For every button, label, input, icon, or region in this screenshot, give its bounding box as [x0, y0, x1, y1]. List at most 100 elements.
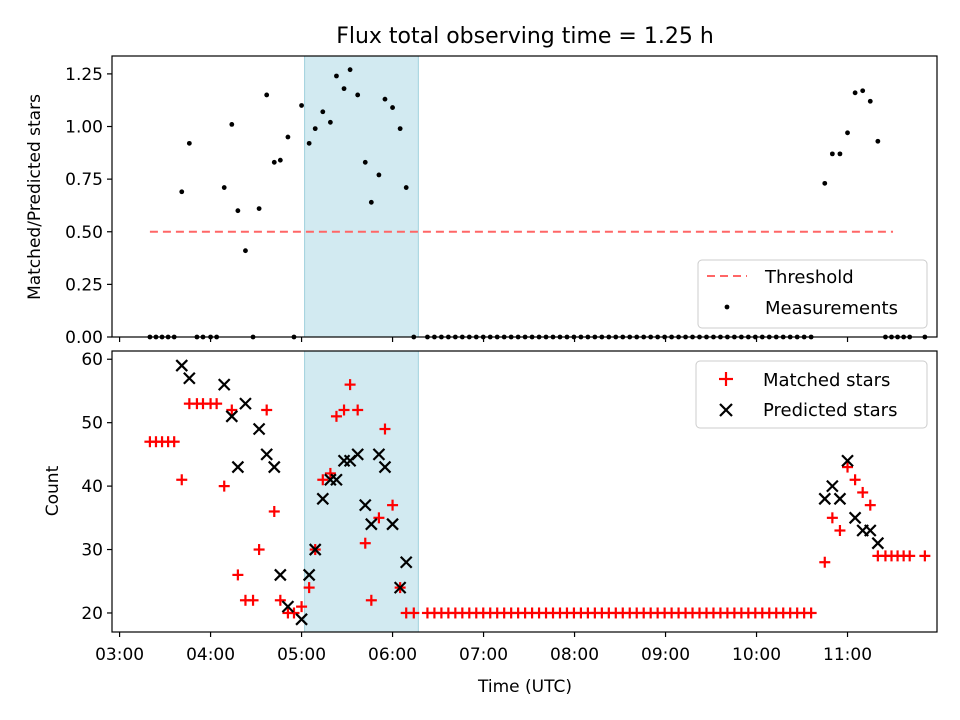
x-tick-label: 11:00	[823, 645, 872, 665]
x-axis-label: Time (UTC)	[477, 677, 572, 697]
y-tick-label: 0.75	[65, 170, 103, 190]
predicted-star-marker	[330, 473, 343, 487]
measurement-point	[221, 185, 227, 190]
top-y-label: Matched/Predicted stars	[25, 94, 45, 300]
predicted-star-marker	[841, 454, 854, 468]
predicted-star-marker	[274, 568, 287, 582]
predicted-star-marker	[365, 517, 378, 531]
measurement-point	[875, 138, 881, 144]
matched-star-marker	[232, 569, 244, 581]
predicted-star-marker	[267, 460, 281, 474]
predicted-star-marker	[818, 492, 832, 506]
measurement-point	[845, 130, 850, 136]
matched-star-marker	[176, 474, 188, 486]
legend-predicted-swatch	[719, 403, 733, 417]
x-tick-label: 07:00	[459, 645, 508, 665]
measurement-point	[822, 180, 828, 186]
predicted-star-marker	[863, 524, 877, 537]
matched-star-marker	[826, 512, 838, 524]
measurement-point	[837, 151, 843, 157]
bottom-y-label: Count	[43, 465, 63, 516]
bottom-markers-layer	[144, 359, 931, 626]
measurement-point	[235, 208, 241, 214]
measurement-point	[306, 140, 312, 146]
predicted-star-marker	[358, 498, 372, 512]
matched-star-marker	[373, 512, 385, 524]
predicted-star-marker	[225, 410, 239, 423]
measurement-point	[299, 103, 304, 108]
y-tick-label: 30	[81, 541, 103, 561]
y-tick-label: 0.50	[65, 223, 103, 243]
bottom-legend-box	[695, 360, 928, 429]
predicted-star-marker	[372, 448, 386, 461]
y-tick-label: 40	[81, 477, 103, 497]
predicted-star-marker	[281, 600, 295, 613]
observing-window-band	[304, 55, 419, 338]
matched-star-marker	[857, 486, 869, 498]
predicted-star-marker	[295, 613, 308, 626]
legend-matched-swatch	[719, 372, 733, 386]
top-x-ticks	[118, 337, 849, 342]
predicted-star-marker	[231, 460, 245, 474]
bottom-axes-frame	[111, 350, 938, 633]
bottom-y-ticks: 20 30 40 50 60	[81, 350, 112, 624]
matched-star-marker	[359, 537, 371, 549]
measurement-point	[390, 105, 395, 110]
x-tick-label: 05:00	[277, 645, 326, 665]
x-tick-label: 03:00	[95, 645, 144, 665]
measurement-point	[285, 134, 291, 140]
matched-star-marker	[324, 467, 336, 479]
predicted-star-marker	[183, 371, 196, 385]
predicted-star-marker	[260, 448, 273, 461]
matched-star-marker	[352, 404, 364, 416]
bottom-x-ticks: 03:00 04:00 05:00 06:00 07:00 08:00 09:00 10:00…	[95, 632, 872, 665]
predicted-star-marker	[252, 422, 266, 436]
matched-star-marker	[834, 525, 846, 537]
predicted-star-marker	[386, 517, 399, 531]
x-tick-label: 08:00	[550, 645, 599, 665]
legend-threshold-label: Threshold	[764, 267, 854, 288]
measurement-point	[829, 151, 835, 157]
matched-star-marker	[408, 607, 420, 619]
legend-measurements-label: Measurements	[765, 298, 898, 319]
top-observing-window	[304, 55, 419, 338]
matched-star-marker	[211, 398, 223, 410]
legend-matched-label: Matched stars	[763, 370, 890, 391]
measurement-point	[368, 199, 374, 205]
x-tick-label: 09:00	[641, 645, 690, 665]
measurement-point	[277, 157, 283, 163]
x-tick-label: 06:00	[368, 645, 417, 665]
matched-star-marker	[247, 594, 259, 606]
predicted-star-marker	[826, 479, 839, 493]
matched-star-marker	[317, 474, 329, 486]
measurement-point	[243, 248, 248, 254]
measurement-point	[264, 92, 270, 98]
matched-star-marker	[849, 474, 861, 486]
measurement-point	[403, 185, 409, 190]
measurement-point	[327, 119, 333, 125]
measurement-point	[852, 90, 858, 96]
bottom-legend: Matched stars Predicted stars	[695, 360, 928, 429]
predicted-star-marker	[175, 359, 189, 372]
measurement-point	[341, 86, 347, 92]
measurement-point	[256, 206, 262, 212]
matched-star-marker	[330, 410, 342, 422]
chart-title: Flux total observing time = 1.25 h	[336, 24, 714, 49]
measurement-point	[397, 126, 403, 132]
matched-star-marker	[261, 404, 273, 416]
matched-star-marker	[288, 607, 300, 619]
predicted-star-marker	[351, 448, 364, 461]
predicted-star-marker	[316, 492, 330, 506]
measurement-point	[229, 122, 235, 127]
y-tick-label: 60	[81, 350, 103, 370]
matched-star-marker	[296, 601, 308, 613]
measurement-point	[179, 189, 185, 195]
measurement-point	[186, 140, 192, 146]
measurement-point	[334, 73, 339, 79]
measurement-point	[362, 159, 368, 165]
bottom-panel: 03:00 04:00 05:00 06:00 07:00 08:00 09:00 10:00…	[43, 350, 938, 697]
predicted-star-marker	[848, 511, 862, 525]
predicted-star-marker	[302, 568, 316, 582]
matched-star-marker	[919, 550, 931, 562]
